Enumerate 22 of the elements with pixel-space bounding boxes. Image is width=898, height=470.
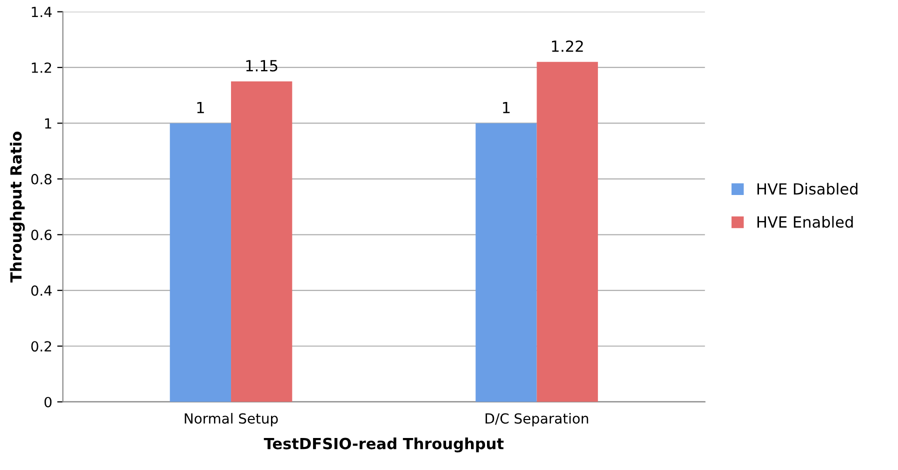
data-label: 1.15 <box>246 60 278 72</box>
legend-label: HVE Enabled <box>757 216 853 228</box>
data-label: 1.22 <box>552 40 583 52</box>
y-tick-label: 0.2 <box>31 341 52 352</box>
y-tick-label: 0.6 <box>31 230 52 240</box>
y-tick-label: 1.4 <box>32 6 52 18</box>
x-axis-title: TestDFSIO-read Throughput <box>264 438 504 452</box>
y-tick-label: 0 <box>44 396 52 408</box>
x-tick-label: D/C Separation <box>486 412 588 426</box>
bar <box>536 62 598 402</box>
y-tick-label: 1.2 <box>32 62 52 73</box>
bar <box>476 123 537 402</box>
data-label: 1 <box>503 102 510 114</box>
bar <box>231 81 292 402</box>
y-tick-label: 0.8 <box>31 174 52 184</box>
data-label: 1 <box>197 102 204 114</box>
y-tick-label: 1 <box>45 118 52 128</box>
legend-label: HVE Disabled <box>757 182 858 195</box>
y-axis-title: Throughput Ratio <box>10 132 25 283</box>
y-tick-label: 0.4 <box>31 285 52 296</box>
bar <box>170 123 232 402</box>
x-tick-label: Normal Setup <box>184 412 278 426</box>
